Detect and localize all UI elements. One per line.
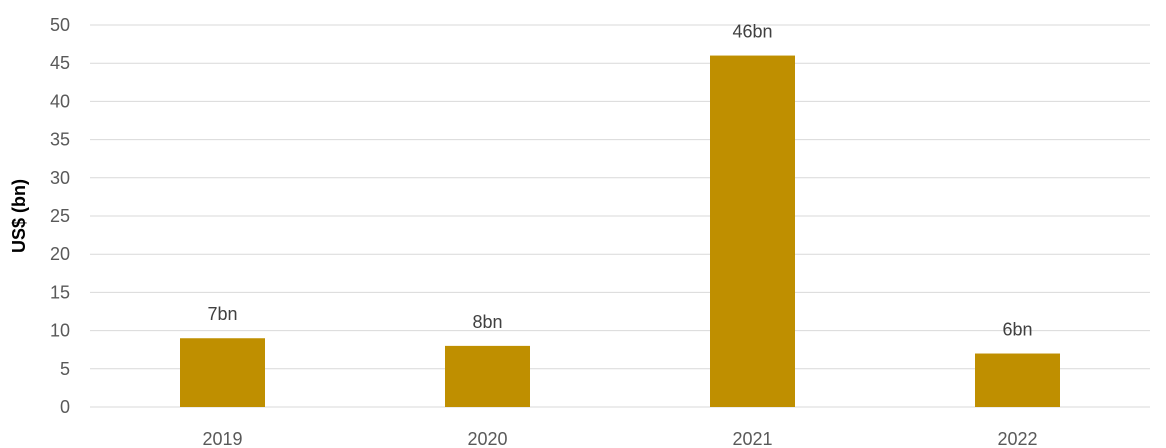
y-tick-label: 30 bbox=[50, 168, 70, 188]
x-axis-ticks: 2019 2020 2021 2022 bbox=[202, 429, 1037, 448]
data-label-2020: 8bn bbox=[472, 312, 502, 332]
x-tick-label-2022: 2022 bbox=[997, 429, 1037, 448]
bar-2021 bbox=[710, 55, 795, 408]
y-tick-label: 45 bbox=[50, 53, 70, 73]
y-tick-label: 40 bbox=[50, 91, 70, 111]
y-tick-label: 15 bbox=[50, 282, 70, 302]
y-tick-label: 50 bbox=[50, 15, 70, 35]
bar-2022 bbox=[975, 353, 1060, 407]
x-tick-label-2020: 2020 bbox=[467, 429, 507, 448]
x-tick-label-2021: 2021 bbox=[732, 429, 772, 448]
bars bbox=[180, 55, 1060, 408]
y-tick-label: 5 bbox=[60, 359, 70, 379]
data-label-2022: 6bn bbox=[1002, 320, 1032, 340]
data-label-2021: 46bn bbox=[732, 22, 772, 42]
y-tick-label: 0 bbox=[60, 397, 70, 417]
data-label-2019: 7bn bbox=[207, 304, 237, 324]
bar-2020 bbox=[445, 345, 530, 407]
y-tick-label: 20 bbox=[50, 244, 70, 264]
x-tick-label-2019: 2019 bbox=[202, 429, 242, 448]
bar-2019 bbox=[180, 338, 265, 407]
y-axis-ticks: 0 5 10 15 20 25 30 35 40 45 50 bbox=[50, 15, 70, 417]
y-tick-label: 35 bbox=[50, 130, 70, 150]
y-tick-label: 25 bbox=[50, 206, 70, 226]
y-axis-title: US$ (bn) bbox=[9, 179, 29, 253]
gridlines bbox=[90, 24, 1150, 408]
y-tick-label: 10 bbox=[50, 321, 70, 341]
data-labels: 7bn 8bn 46bn 6bn bbox=[207, 22, 1032, 340]
